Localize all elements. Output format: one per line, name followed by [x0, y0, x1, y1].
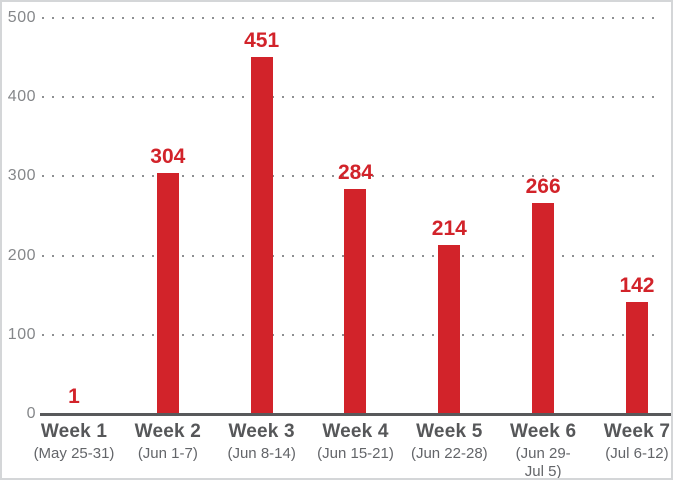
y-axis-tick-label-0: 0: [26, 405, 36, 422]
bar-week-6: [532, 203, 555, 414]
category-label: Week 3: [228, 421, 295, 442]
x-axis-label-week-1: Week 1 (May 25-31): [22, 421, 126, 463]
bar-week-5: [438, 245, 461, 414]
category-label: Week 1: [40, 421, 108, 442]
bar-week-4: [344, 189, 367, 414]
y-axis-tick-label-100: 100: [7, 325, 36, 343]
y-axis-tick-label-300: 300: [7, 167, 36, 185]
category-date-range-label: (Jun 29- Jul 5): [515, 445, 571, 480]
category-label: Week 4: [322, 421, 389, 442]
x-axis-label-week-4: Week 4 (Jun 15-21): [303, 421, 407, 463]
x-axis-line: [40, 413, 671, 416]
x-axis-label-week-3: Week 3 (Jun 8-14): [210, 421, 314, 463]
category-label: Week 2: [134, 421, 201, 442]
y-axis-tick-label-500: 500: [7, 9, 36, 26]
x-axis-label-week-7: Week 7 (Jul 6-12): [585, 421, 671, 463]
category-date-range-label: (Jun 22-28): [410, 445, 488, 462]
value-label-week-3: 451: [244, 29, 280, 52]
value-label-week-4: 284: [337, 161, 373, 184]
bar-week-3: [250, 57, 273, 414]
y-axis-tick-label-400: 400: [7, 88, 36, 106]
category-label: Week 7: [603, 421, 671, 442]
category-date-range-label: (Jun 15-21): [317, 445, 394, 462]
x-axis-label-week-5: Week 5 (Jun 22-28): [397, 421, 501, 463]
category-label: Week 6: [509, 421, 577, 442]
x-axis-label-week-2: Week 2 (Jun 1-7): [116, 421, 220, 463]
category-date-range-label: (Jul 6-12): [605, 445, 669, 462]
value-label-week-1: 1: [68, 385, 80, 408]
value-label-week-2: 304: [150, 145, 186, 168]
bar-week-2: [156, 173, 179, 414]
value-label-week-5: 214: [431, 217, 467, 240]
y-axis-tick-label-200: 200: [7, 246, 36, 264]
category-date-range-label: (Jun 8-14): [227, 445, 296, 462]
category-date-range-label: (Jun 1-7): [137, 445, 198, 462]
value-label-week-6: 266: [525, 175, 561, 198]
gridline-500: [42, 17, 660, 19]
value-label-week-7: 142: [619, 274, 655, 297]
gridline-300: [42, 175, 660, 178]
x-axis-label-week-6: Week 6 (Jun 29- Jul 5): [491, 421, 595, 480]
bar-week-7: [625, 302, 648, 414]
gridline-400: [42, 96, 660, 99]
category-date-range-label: (May 25-31): [33, 445, 115, 462]
category-label: Week 5: [416, 421, 483, 442]
